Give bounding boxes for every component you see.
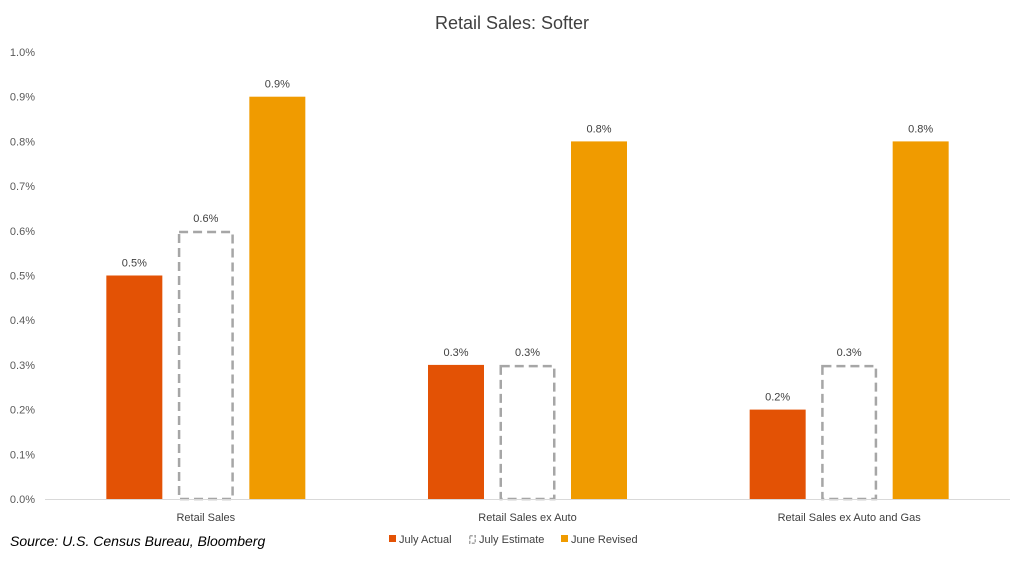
y-tick-label: 0.3% (10, 360, 35, 372)
bar-july-estimate (177, 230, 234, 501)
x-category-label: Retail Sales ex Auto and Gas (778, 512, 922, 524)
data-label: 0.8% (908, 123, 933, 135)
legend-swatch-july-actual (389, 535, 396, 542)
bar-june-revised (249, 96, 306, 499)
bar-june-revised (892, 141, 949, 499)
bar-june-revised (571, 141, 627, 499)
data-label: 0.8% (586, 123, 611, 135)
data-label: 0.3% (515, 347, 540, 359)
chart-title: Retail Sales: Softer (435, 13, 589, 33)
legend: July Actual July Estimate June Revised (389, 534, 638, 546)
y-tick-label: 0.0% (10, 494, 35, 506)
y-tick-label: 0.6% (10, 226, 35, 238)
legend-label: July Estimate (479, 534, 544, 546)
data-label: 0.3% (837, 347, 862, 359)
bars (106, 96, 949, 501)
data-labels: 0.5% 0.6% 0.9% 0.3% 0.3% 0.8% 0.2% 0.3% 0.8% (122, 79, 934, 404)
data-label: 0.5% (122, 258, 147, 270)
x-axis: Retail Sales Retail Sales ex Auto Retail S… (45, 499, 1010, 524)
data-label: 0.2% (765, 392, 790, 404)
x-category-label: Retail Sales ex Auto (478, 512, 576, 524)
legend-label: June Revised (571, 534, 638, 546)
source-note: Source: U.S. Census Bureau, Bloomberg (10, 533, 266, 549)
y-tick-label: 0.9% (10, 92, 35, 104)
data-label: 0.9% (265, 79, 290, 91)
data-label: 0.3% (443, 347, 468, 359)
y-tick-label: 0.8% (10, 136, 35, 148)
legend-label: July Actual (399, 534, 452, 546)
bar-july-estimate (821, 364, 878, 501)
y-tick-label: 0.4% (10, 315, 35, 327)
data-label: 0.6% (193, 213, 218, 225)
bar-july-actual (428, 364, 484, 499)
y-tick-label: 0.7% (10, 181, 35, 193)
bar-july-actual (749, 409, 806, 499)
bar-july-actual (106, 275, 163, 499)
y-tick-label: 0.5% (10, 271, 35, 283)
bar-july-estimate (499, 364, 556, 501)
legend-swatch-june-revised (561, 535, 568, 542)
legend-swatch-july-estimate (469, 535, 476, 544)
y-tick-label: 0.1% (10, 449, 35, 461)
y-axis: 0.0% 0.1% 0.2% 0.3% 0.4% 0.5% 0.6% 0.7% 0.8% 0.9%… (10, 47, 35, 506)
y-tick-label: 1.0% (10, 47, 35, 59)
x-category-label: Retail Sales (176, 512, 235, 524)
y-tick-label: 0.2% (10, 405, 35, 417)
